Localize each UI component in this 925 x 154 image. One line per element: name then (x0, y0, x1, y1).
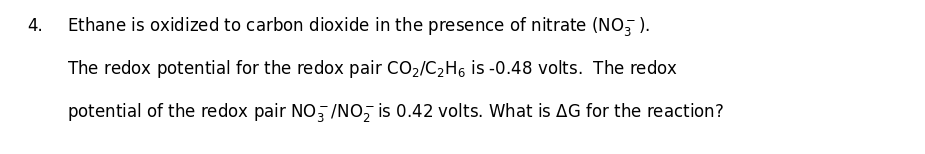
Text: The redox potential for the redox pair CO$_2$/C$_2$H$_6$ is -0.48 volts.  The re: The redox potential for the redox pair C… (67, 58, 678, 80)
Text: 4.: 4. (28, 17, 43, 35)
Text: potential of the redox pair NO$_3^-$/NO$_2^-$is 0.42 volts. What is $\Delta$G fo: potential of the redox pair NO$_3^-$/NO$… (67, 101, 723, 124)
Text: Ethane is oxidized to carbon dioxide in the presence of nitrate (NO$_3^-$).: Ethane is oxidized to carbon dioxide in … (67, 15, 649, 38)
